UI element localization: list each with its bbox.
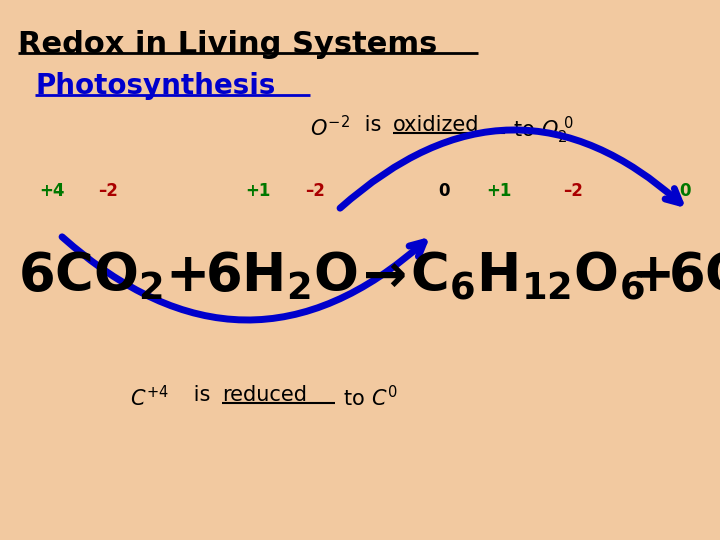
Text: +4: +4 [40, 182, 65, 200]
Text: $\mathbf{+}$: $\mathbf{+}$ [165, 250, 206, 302]
Text: Redox in Living Systems: Redox in Living Systems [18, 30, 437, 59]
Text: $\mathbf{+}$: $\mathbf{+}$ [630, 250, 670, 302]
Text: –2: –2 [305, 182, 325, 200]
Text: –2: –2 [98, 182, 118, 200]
Text: oxidized: oxidized [393, 115, 480, 135]
Text: 0: 0 [438, 182, 450, 200]
Text: $\mathbf{6CO_2}$: $\mathbf{6CO_2}$ [18, 250, 163, 303]
Text: Photosynthesis: Photosynthesis [35, 72, 275, 100]
Text: $O^{-2}$: $O^{-2}$ [310, 115, 350, 140]
Text: $C^{+4}$: $C^{+4}$ [130, 385, 168, 410]
Text: to $O_2^{\ 0}$: to $O_2^{\ 0}$ [507, 115, 575, 146]
Text: $\mathbf{C_6H_{12}O_6}$: $\mathbf{C_6H_{12}O_6}$ [410, 250, 645, 303]
Text: 0: 0 [679, 182, 690, 200]
Text: is: is [358, 115, 388, 135]
Text: $\mathbf{6O_2}$: $\mathbf{6O_2}$ [668, 250, 720, 303]
Text: is: is [187, 385, 217, 405]
Text: reduced: reduced [222, 385, 307, 405]
Text: +1: +1 [486, 182, 512, 200]
Text: to $C^0$: to $C^0$ [337, 385, 397, 410]
Text: $\mathbf{6H_2O}$: $\mathbf{6H_2O}$ [205, 250, 358, 303]
Text: $\mathbf{\rightarrow}$: $\mathbf{\rightarrow}$ [352, 250, 406, 302]
Text: +1: +1 [246, 182, 271, 200]
Text: –2: –2 [563, 182, 583, 200]
